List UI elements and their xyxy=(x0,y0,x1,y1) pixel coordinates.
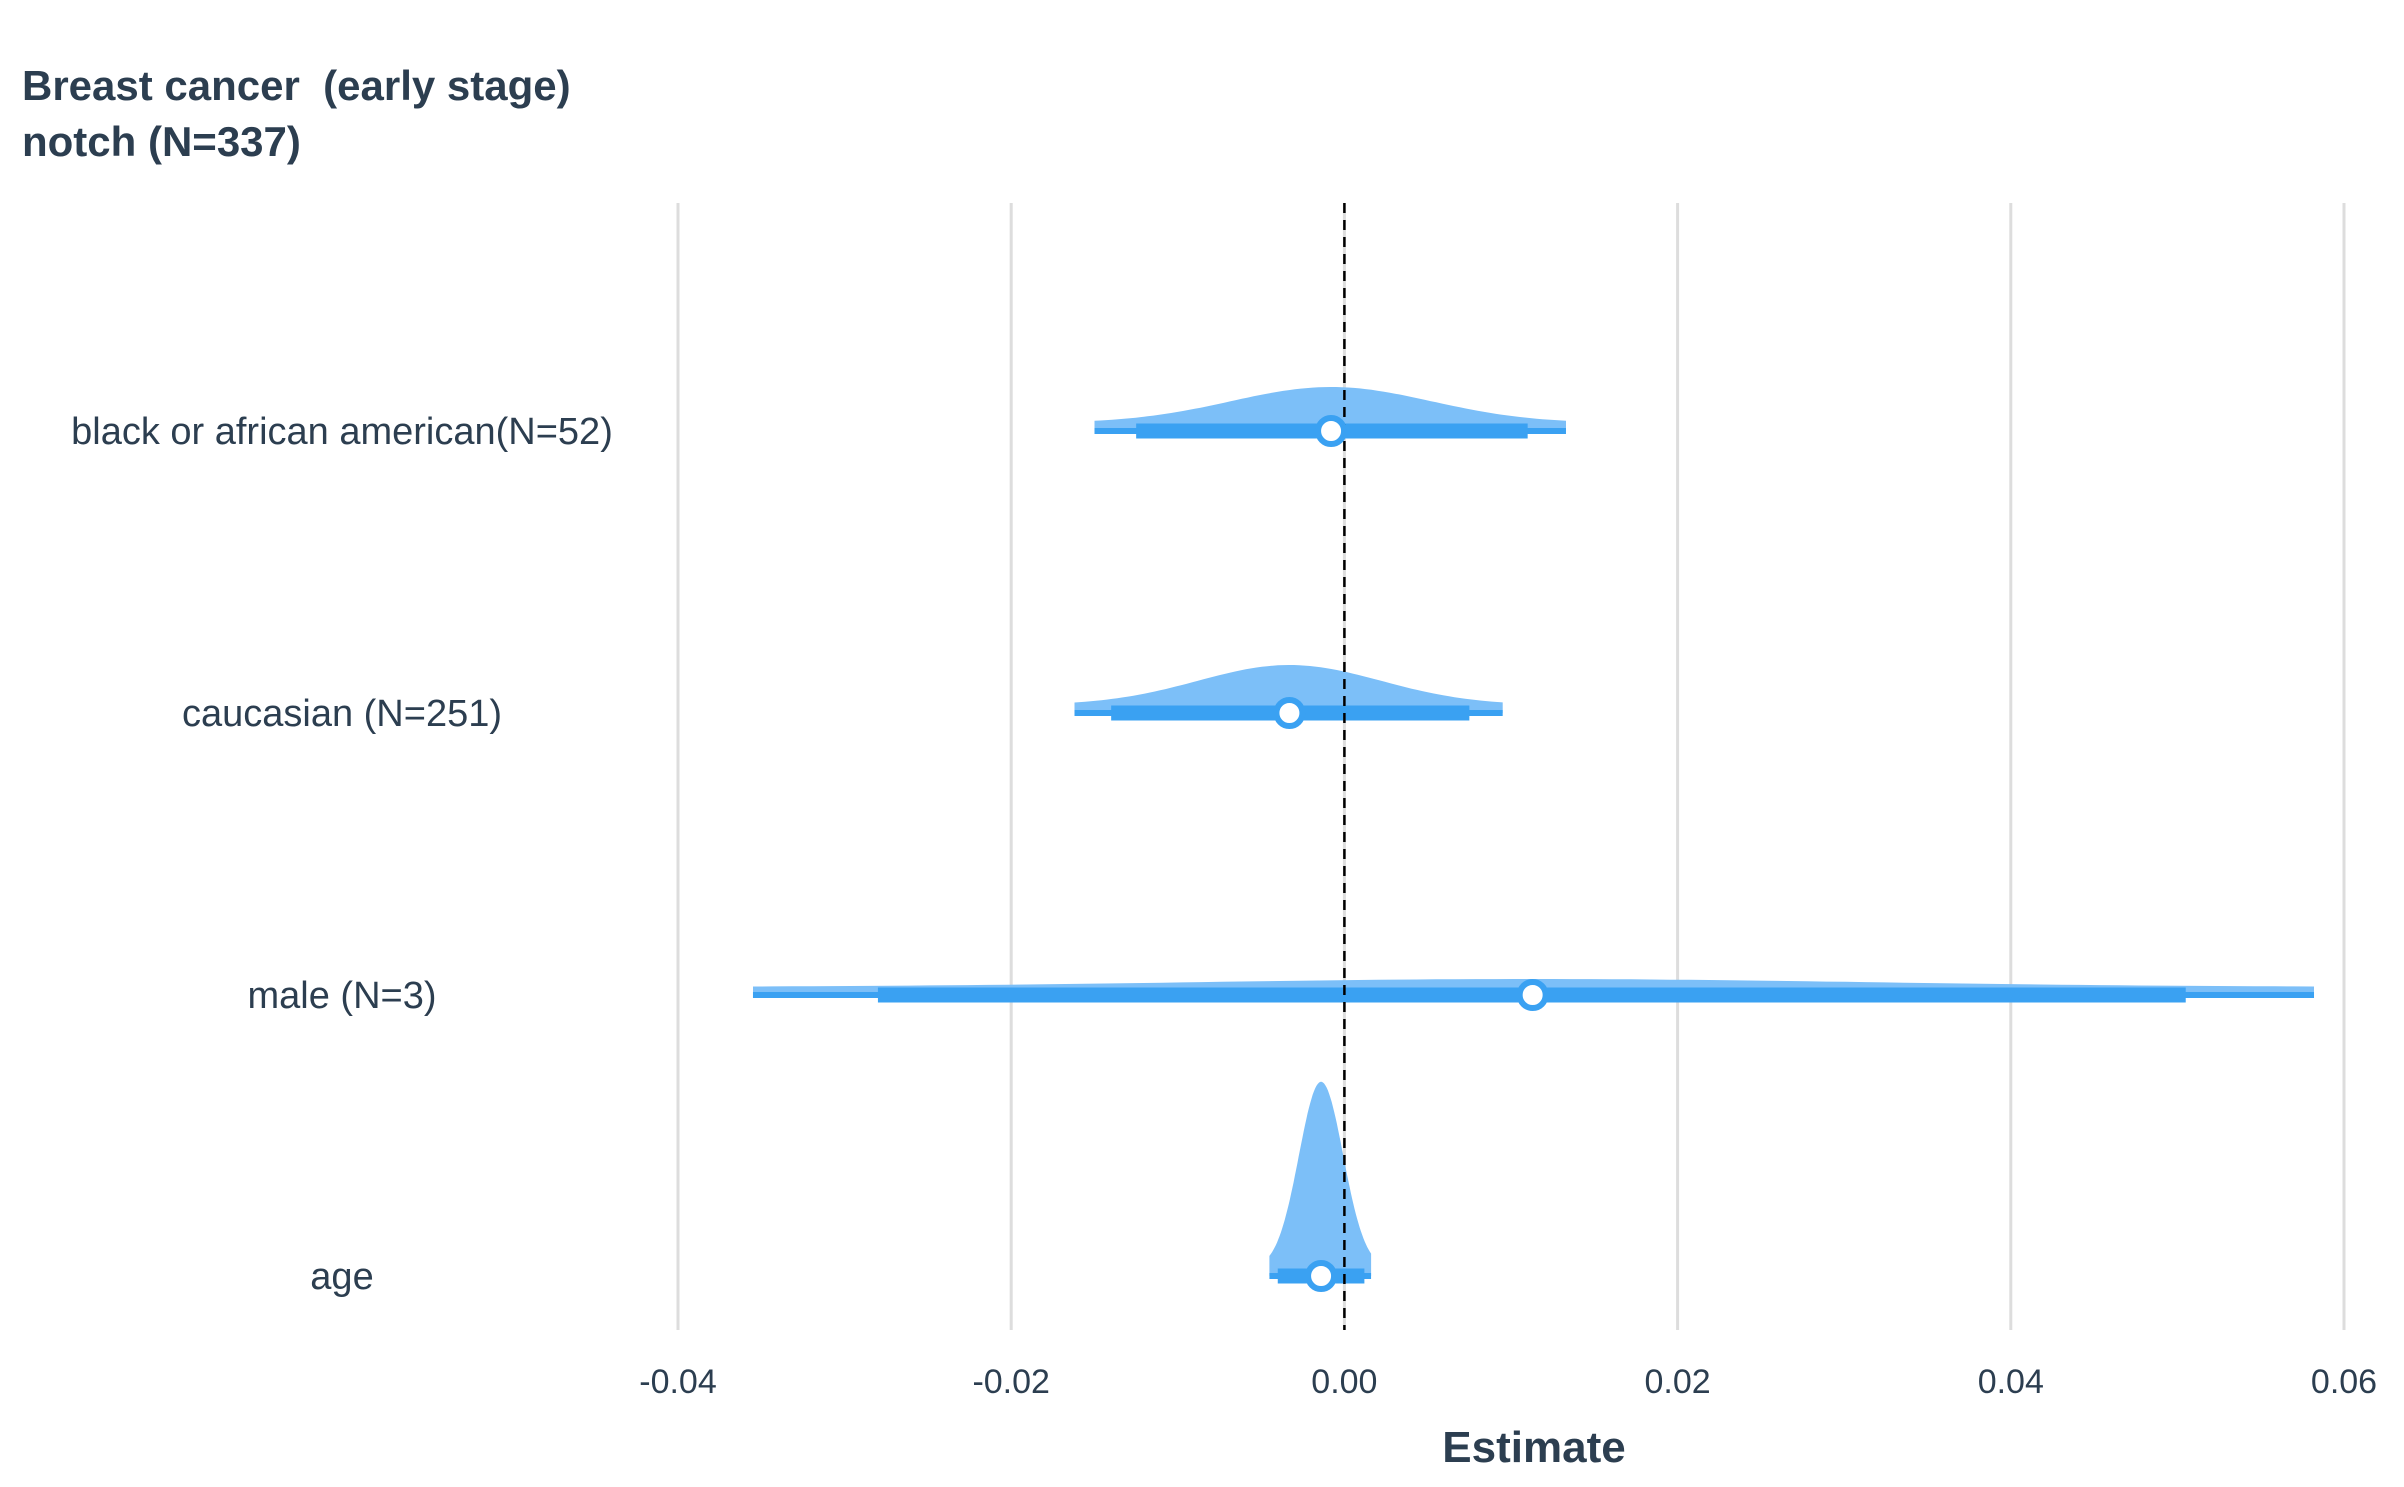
title-line-1: Breast cancer (early stage) xyxy=(22,62,571,109)
density-shape xyxy=(1094,387,1566,431)
category-label: male (N=3) xyxy=(248,975,437,1017)
category-label: caucasian (N=251) xyxy=(182,693,502,735)
point-estimate xyxy=(1273,697,1306,729)
category-label: age xyxy=(310,1256,373,1298)
point-layer xyxy=(1273,415,1549,1292)
title-line-2: notch (N=337) xyxy=(22,118,301,165)
x-tick-label: 0.02 xyxy=(1645,1363,1711,1401)
x-tick-label: 0.04 xyxy=(1978,1363,2044,1401)
x-tick-label: 0.06 xyxy=(2311,1363,2377,1401)
point-estimate xyxy=(1305,1260,1338,1292)
point-estimate xyxy=(1315,415,1348,447)
chart-title: Breast cancer (early stage) notch (N=337… xyxy=(22,58,571,170)
category-label: black or african american(N=52) xyxy=(71,411,613,453)
interval-layer xyxy=(752,423,2315,1284)
point-estimate xyxy=(1516,979,1549,1011)
x-tick-label: 0.00 xyxy=(1311,1363,1377,1401)
x-tick-label: -0.02 xyxy=(972,1363,1050,1401)
x-tick-label: -0.04 xyxy=(639,1363,717,1401)
grid-lines xyxy=(676,203,2346,1330)
density-layer xyxy=(753,387,2314,1276)
density-shape xyxy=(1269,1081,1372,1276)
density-shape xyxy=(1074,665,1503,713)
x-axis-title: Estimate xyxy=(1442,1423,1625,1472)
category-labels: black or african american(N=52) caucasian… xyxy=(71,411,613,1298)
x-tick-labels: -0.04 -0.02 0.00 0.02 0.04 0.06 xyxy=(639,1363,2377,1401)
